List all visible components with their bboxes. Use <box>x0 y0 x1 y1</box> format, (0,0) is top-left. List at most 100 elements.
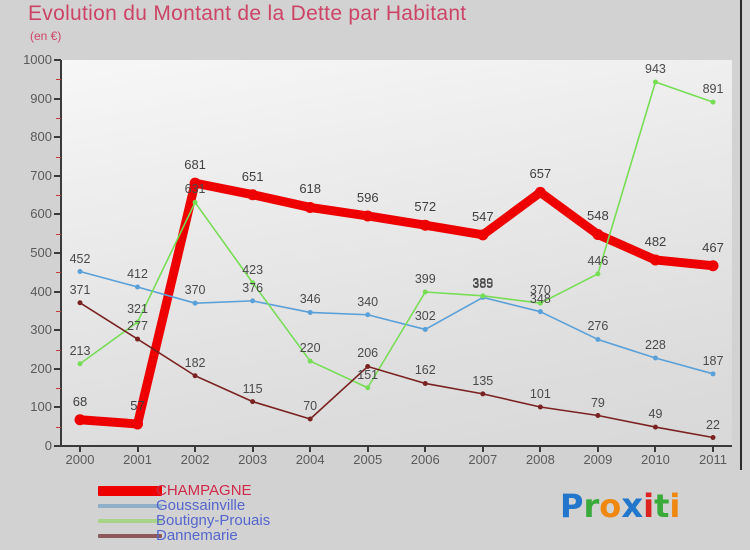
series-marker <box>537 309 543 315</box>
logo-letter: i <box>643 487 655 525</box>
data-point-label: 68 <box>72 393 88 409</box>
series-marker <box>307 416 313 422</box>
data-point-label: 348 <box>529 291 551 306</box>
legend-item[interactable]: Goussainville <box>98 497 428 514</box>
y-axis-tick <box>54 367 61 370</box>
y-axis-tick <box>54 445 61 447</box>
proxiti-logo: Proxiti <box>560 486 680 526</box>
data-point-label: 22 <box>706 417 720 432</box>
data-point-label: 548 <box>587 208 609 224</box>
data-point-label: 276 <box>587 319 609 334</box>
series-marker <box>477 229 489 241</box>
data-point-label: 596 <box>356 189 379 205</box>
logo-letter: o <box>599 487 622 525</box>
data-point-label: 618 <box>299 181 322 197</box>
y-axis-tick-label: 0 <box>44 438 52 453</box>
y-axis-tick-label: 700 <box>30 167 52 183</box>
data-point-label: 631 <box>184 182 206 197</box>
series-marker <box>132 418 144 430</box>
series-marker <box>480 293 486 299</box>
series-marker <box>192 300 198 306</box>
legend-swatch <box>98 486 162 496</box>
series-marker <box>707 260 719 272</box>
data-point-label: 482 <box>644 233 667 249</box>
legend-item[interactable]: Boutigny-Prouais <box>98 512 428 529</box>
logo-letter: i <box>669 487 681 525</box>
y-axis-minor-tick <box>56 349 61 351</box>
y-axis-tick <box>54 59 61 61</box>
legend-item[interactable]: Dannemarie <box>98 527 428 544</box>
legend-label: Boutigny-Prouais <box>156 512 271 529</box>
data-point-label: 162 <box>414 363 436 378</box>
data-point-label: 943 <box>645 62 666 76</box>
y-axis-tick-label: 1000 <box>23 52 52 67</box>
y-axis-tick <box>54 174 61 177</box>
data-point-label: 657 <box>529 166 552 182</box>
logo-letter: P <box>560 487 584 525</box>
y-axis-tick <box>54 136 61 139</box>
y-axis-minor-tick <box>56 272 61 274</box>
series-marker <box>365 385 371 391</box>
series-marker <box>710 99 716 105</box>
y-axis-tick-label: 500 <box>30 245 52 260</box>
y-axis-minor-tick <box>56 117 61 119</box>
data-point-label: 547 <box>471 208 494 224</box>
series-marker <box>365 312 371 318</box>
data-point-label: 572 <box>414 199 437 215</box>
y-axis-tick-label: 100 <box>30 399 52 415</box>
y-axis-minor-tick <box>56 233 61 235</box>
data-point-label: 115 <box>242 381 263 396</box>
data-point-label: 302 <box>414 309 436 324</box>
series-marker <box>247 189 259 201</box>
series-marker <box>652 79 658 85</box>
x-axis-tick <box>712 445 714 452</box>
data-point-label: 346 <box>299 292 321 307</box>
data-point-label: 681 <box>184 157 206 173</box>
y-axis <box>60 60 62 446</box>
series-marker <box>595 336 601 342</box>
x-axis-tick <box>481 445 484 452</box>
series-marker <box>649 254 661 266</box>
data-point-label: 423 <box>242 262 264 277</box>
x-axis-tick-label: 2003 <box>238 452 268 467</box>
series-marker <box>135 284 141 290</box>
series-marker <box>250 280 256 286</box>
series-marker <box>189 177 201 189</box>
y-axis-tick-label: 900 <box>30 90 52 106</box>
data-point-label: 399 <box>414 271 436 286</box>
series-marker <box>250 399 256 405</box>
y-axis-minor-tick <box>56 156 61 158</box>
data-point-label: 446 <box>587 253 609 268</box>
legend-item[interactable]: CHAMPAGNE <box>98 482 428 499</box>
data-point-label: 151 <box>357 367 379 382</box>
series-marker <box>652 355 658 361</box>
data-point-label: 79 <box>590 395 605 410</box>
data-point-label: 370 <box>529 283 551 298</box>
y-axis-minor-tick <box>56 310 61 312</box>
y-axis-tick <box>54 406 61 409</box>
data-point-label: 57 <box>130 397 145 413</box>
data-point-label: 467 <box>702 239 724 255</box>
y-axis-tick <box>54 252 61 254</box>
data-point-label: 70 <box>303 398 318 413</box>
data-point-label: 389 <box>472 275 494 290</box>
x-axis-tick <box>251 445 254 452</box>
y-axis-tick-label: 300 <box>30 322 52 338</box>
series-marker <box>135 319 141 325</box>
y-axis-tick <box>54 329 61 332</box>
y-axis-minor-tick <box>56 195 61 197</box>
series-marker <box>192 373 198 379</box>
page-subtitle: (en €) <box>30 29 62 43</box>
legend-label: Goussainville <box>156 497 246 514</box>
x-axis-tick-label: 2009 <box>583 452 613 467</box>
data-point-label: 651 <box>241 168 264 184</box>
series-marker <box>304 201 316 213</box>
y-axis-tick <box>54 97 61 100</box>
x-axis-tick-label: 2006 <box>410 452 440 467</box>
series-marker <box>537 300 543 306</box>
series-marker <box>77 269 83 275</box>
plot-area <box>60 60 732 445</box>
data-point-label: 385 <box>472 277 494 292</box>
data-point-label: 135 <box>472 373 494 388</box>
series-marker <box>422 289 428 295</box>
